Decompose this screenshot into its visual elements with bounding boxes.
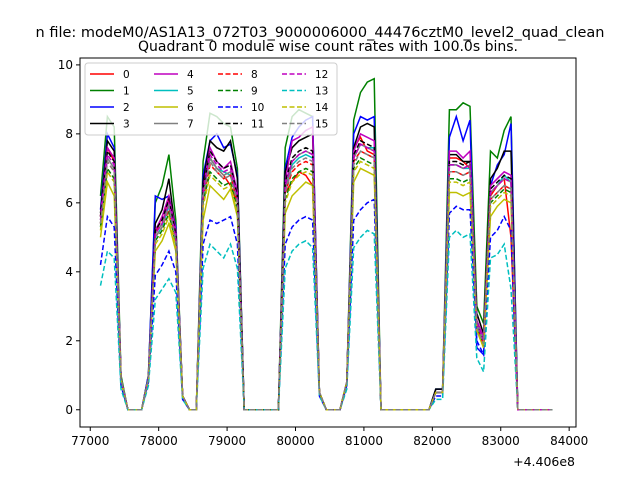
legend-label-15: 15: [315, 119, 328, 131]
x-tick-label: 84000: [550, 434, 588, 448]
y-tick-label: 2: [65, 334, 73, 348]
x-tick-label: 77000: [71, 434, 109, 448]
series-line-14: [99, 160, 553, 411]
legend-label-14: 14: [315, 102, 329, 114]
legend-frame: [84, 62, 338, 136]
legend-label-13: 13: [315, 86, 328, 98]
legend-label-10: 10: [251, 102, 264, 114]
legend-label-12: 12: [315, 69, 328, 81]
x-tick-label: 82000: [413, 434, 451, 448]
x-tick-label: 83000: [482, 434, 520, 448]
legend-label-6: 6: [187, 102, 194, 114]
chart-title: Quadrant 0 module wise count rates with …: [138, 39, 518, 55]
legend-label-5: 5: [187, 86, 194, 98]
figure-suptitle: n file: modeM0/AS1A13_072T03_9000006000_…: [36, 25, 605, 41]
series-line-15: [99, 150, 553, 411]
legend-label-7: 7: [187, 119, 194, 131]
x-tick-label: 80000: [276, 434, 314, 448]
legend-label-4: 4: [187, 69, 194, 81]
legend-label-0: 0: [123, 69, 130, 81]
plot-frame: [79, 57, 577, 428]
x-tick-label: 81000: [345, 434, 383, 448]
x-tick-label: 79000: [208, 434, 246, 448]
series-layer: [99, 77, 553, 411]
y-tick-label: 0: [65, 403, 73, 417]
y-tick-label: 6: [65, 196, 73, 210]
series-line-13: [99, 229, 553, 411]
x-tick-label: 78000: [140, 434, 178, 448]
legend-label-11: 11: [251, 119, 264, 131]
legend-label-9: 9: [251, 86, 258, 98]
x-axis-offset-label: +4.406e8: [513, 454, 575, 469]
axes-layer: 77000 78000 79000 80000 81000 82000 83000 84000…: [58, 58, 589, 448]
y-tick-label: 10: [58, 58, 73, 72]
legend-label-8: 8: [251, 69, 258, 81]
y-tick-label: 8: [65, 127, 73, 141]
legend-label-3: 3: [123, 119, 130, 131]
legend-label-2: 2: [123, 102, 130, 114]
y-tick-label: 4: [65, 265, 73, 279]
legend-label-1: 1: [123, 86, 130, 98]
